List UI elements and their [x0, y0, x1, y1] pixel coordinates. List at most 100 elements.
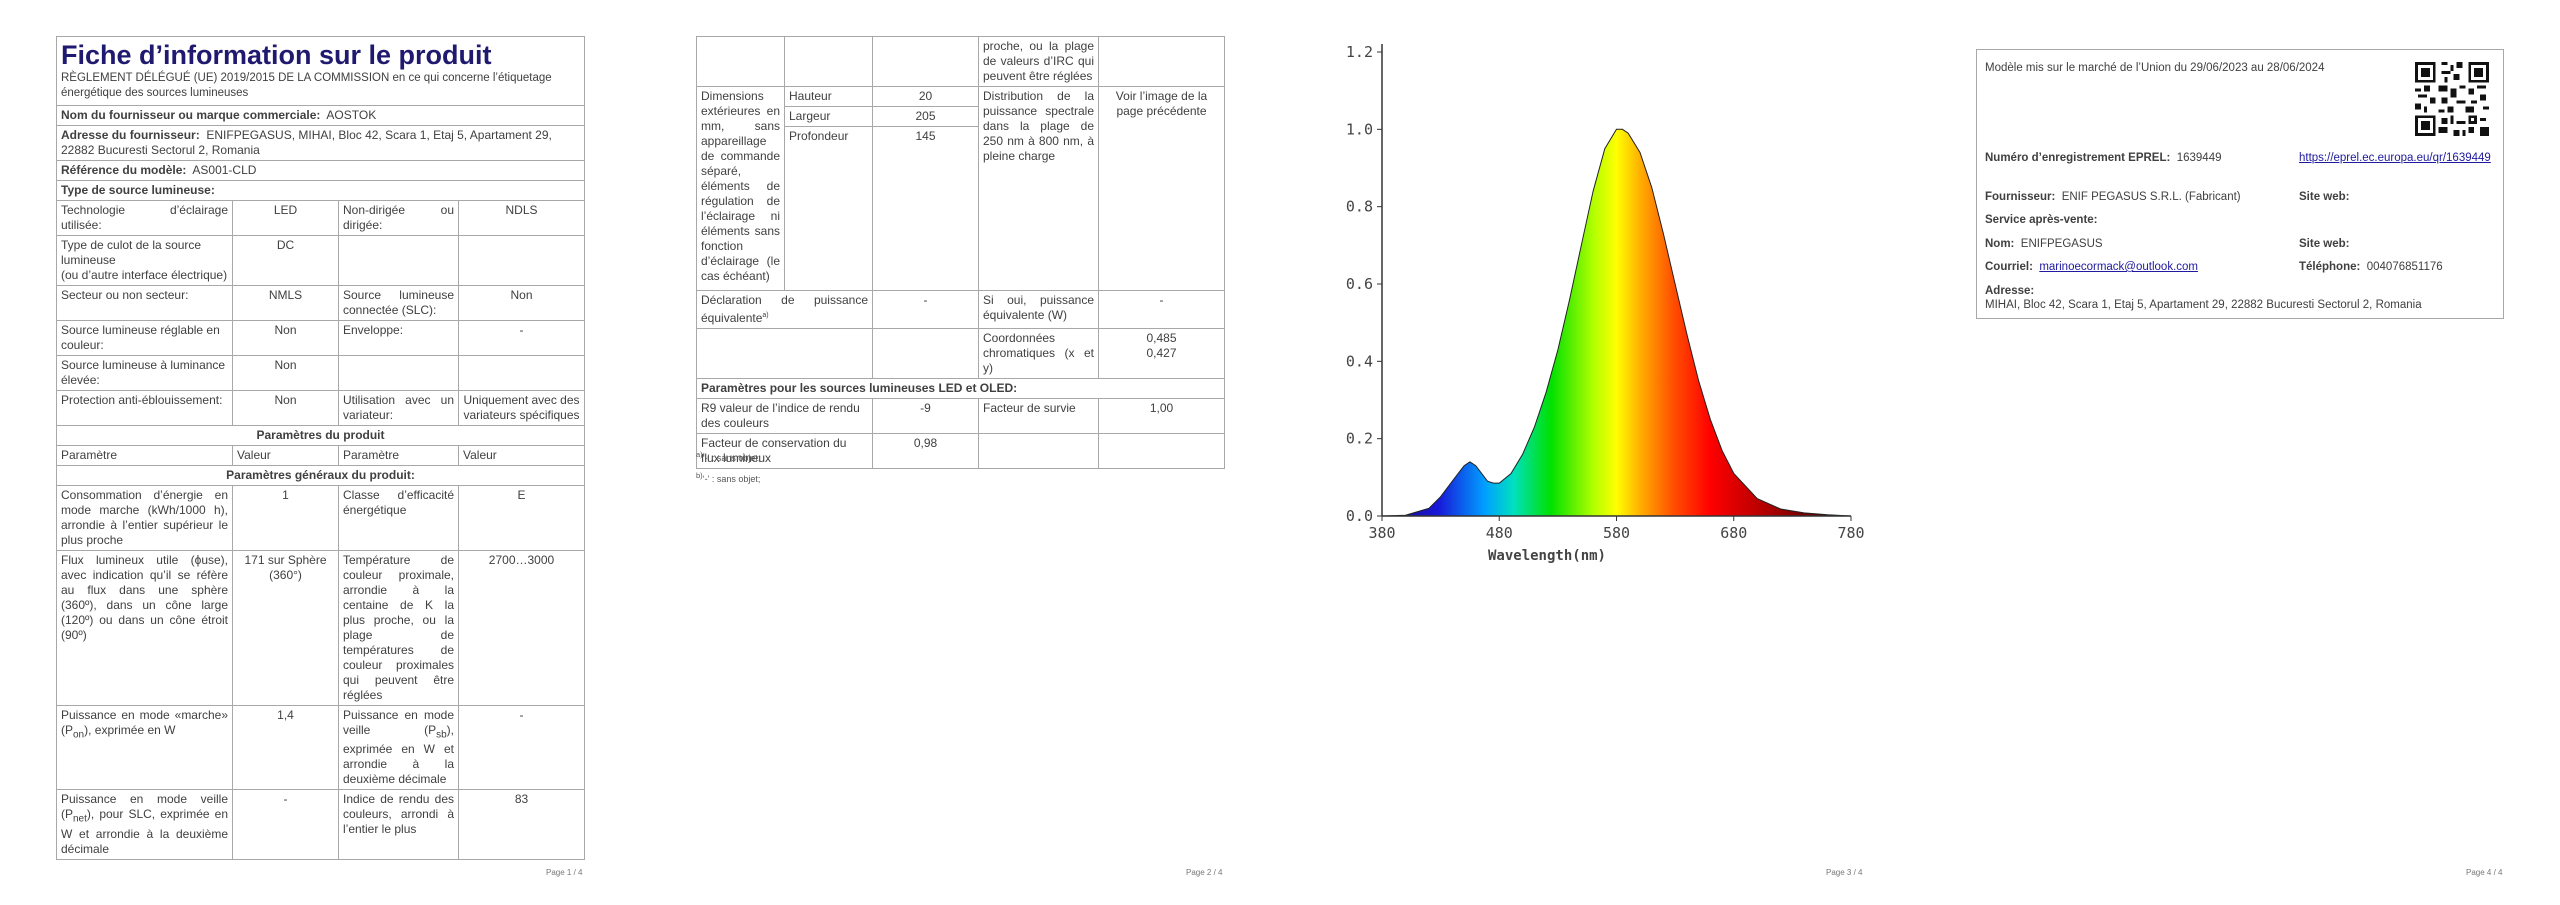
email-link[interactable]: marinoecormack@outlook.com [2039, 261, 2198, 273]
col-header-value-2: Valeur [458, 445, 585, 466]
eprel-number: Numéro d’enregistrement EPREL: 1639449 [1985, 152, 2222, 164]
energy-label: Consommation d’énergie en mode marche (k… [56, 485, 233, 551]
standby-label: Puissance en mode veille (Psb), exprimée… [338, 704, 459, 791]
type-header: Type de source lumineuse: [56, 180, 585, 201]
depth-value: 145 [872, 126, 979, 291]
survival-label: Facteur de survie [978, 398, 1099, 434]
envelope-label: Enveloppe: [338, 320, 459, 356]
class-label: Classe d’efficacité énergétique [338, 485, 459, 551]
cct-label: Température de couleur proximale, arrond… [338, 550, 459, 706]
width-value: 205 [872, 106, 979, 127]
y-tick-label: 1.2 [1346, 43, 1373, 61]
dimensions-label: Dimensions extérieures en mm, sans appar… [696, 86, 785, 291]
market-text: Modèle mis sur le marché de l’Union du 2… [1985, 62, 2325, 74]
equivalent-power-label: Déclaration de puissance équivalentea) [696, 290, 873, 329]
product-info-table: Fiche d’information sur le produit RÈGLE… [56, 36, 585, 860]
on-power-value: 1,4 [232, 704, 339, 791]
equivalent-watt-label: Si oui, puissance équivalente (W) [978, 290, 1099, 329]
x-tick-label: 580 [1603, 524, 1630, 542]
y-tick-label: 0.0 [1346, 507, 1373, 525]
cri-label-continued: proche, ou la plage de valeurs d’IRC qui… [978, 36, 1099, 87]
led-params-header: Paramètres pour les sources lumineuses L… [696, 378, 1225, 399]
chromaticity-value: 0,485 0,427 [1098, 328, 1225, 379]
spectrum-area [1381, 128, 1852, 517]
service-address: MIHAI, Bloc 42, Scara 1, Etaj 5, Apartam… [1985, 299, 2422, 311]
standby-value: - [458, 704, 585, 791]
flux-value: 171 sur Sphère (360°) [232, 550, 339, 706]
r9-value: -9 [872, 398, 979, 434]
on-power-label: Puissance en mode «marche» (Pon), exprim… [56, 704, 233, 791]
slc-value: Non [458, 285, 585, 321]
lumen-maintenance-label: Facteur de conservation du flux lumineux [696, 433, 873, 469]
dimmer-label: Utilisation avec un variateur: [338, 390, 459, 426]
high-luminance-label: Source lumineuse à luminance élevée: [56, 355, 233, 391]
mains-value: NMLS [232, 285, 339, 321]
page-4: Modèle mis sur le marché de l’Union du 2… [1920, 0, 2560, 905]
width-label: Largeur [784, 106, 873, 127]
tunable-label: Source lumineuse réglable en couleur: [56, 320, 233, 356]
supplier-name-row: Nom du fournisseur ou marque commerciale… [56, 105, 585, 126]
qr-code-icon [2415, 62, 2489, 136]
chromaticity-label: Coordonnées chromatiques (x et y) [978, 328, 1099, 379]
dimmer-value: Uniquement avec des variateurs spécifiqu… [458, 390, 585, 426]
service-email: Courriel: marinoecormack@outlook.com [1985, 261, 2198, 273]
energy-value: 1 [232, 485, 339, 551]
net-standby-value: - [232, 789, 339, 860]
net-standby-label: Puissance en mode veille (Pnet), pour SL… [56, 789, 233, 860]
tech-label: Technologie d’éclairage utilisée: [56, 200, 233, 236]
cap-value: DC [232, 235, 339, 286]
footnote-a: a)‘-’ : sans objet; [696, 450, 761, 463]
directional-label: Non-dirigée ou dirigée: [338, 200, 459, 236]
r9-label: R9 valeur de l’indice de rendu des coule… [696, 398, 873, 434]
class-value: E [458, 485, 585, 551]
page-number: Page 2 / 4 [1186, 868, 1223, 877]
footnote-b: b)‘-’ : sans objet; [696, 471, 761, 484]
x-tick-label: 680 [1720, 524, 1747, 542]
spd-label: Distribution de la puissance spectrale d… [978, 86, 1099, 291]
height-value: 20 [872, 86, 979, 107]
page-number: Page 4 / 4 [2466, 868, 2503, 877]
service-website: Site web: [2299, 238, 2350, 250]
cct-value: 2700…3000 [458, 550, 585, 706]
eprel-box: Modèle mis sur le marché de l’Union du 2… [1976, 49, 2504, 319]
page-number: Page 1 / 4 [546, 868, 583, 877]
service-phone: Téléphone: 004076851176 [2299, 261, 2443, 273]
x-tick-label: 380 [1368, 524, 1395, 542]
y-tick-label: 1.0 [1346, 120, 1373, 138]
page-2: proche, ou la plage de valeurs d’IRC qui… [640, 0, 1280, 905]
envelope-value: - [458, 320, 585, 356]
cri-label: Indice de rendu des couleurs, arrondi à … [338, 789, 459, 860]
y-tick-label: 0.6 [1346, 275, 1373, 293]
survival-value: 1,00 [1098, 398, 1225, 434]
supplier: Fournisseur: ENIF PEGASUS S.R.L. (Fabric… [1985, 191, 2241, 203]
page-number: Page 3 / 4 [1826, 868, 1863, 877]
directional-value: NDLS [458, 200, 585, 236]
product-info-table-cont: proche, ou la plage de valeurs d’IRC qui… [696, 36, 1225, 469]
height-label: Hauteur [784, 86, 873, 107]
spectrum-chart: 0.0 0.2 0.4 0.6 0.8 1.0 1.2 380 480 580 680 780 Wav… [1346, 43, 1865, 564]
supplier-address-row: Adresse du fournisseur: ENIFPEGASUS, MIH… [56, 125, 585, 161]
y-tick-label: 0.8 [1346, 198, 1373, 216]
regulation-text: RÈGLEMENT DÉLÉGUÉ (UE) 2019/2015 DE LA C… [61, 72, 552, 99]
cap-label: Type de culot de la source lumineuse (ou … [56, 235, 233, 286]
high-luminance-value: Non [232, 355, 339, 391]
service-name: Nom: ENIFPEGASUS [1985, 238, 2103, 250]
supplier-website: Site web: [2299, 191, 2350, 203]
x-axis-label: Wavelength(nm) [1488, 548, 1606, 564]
footnotes: a)‘-’ : sans objet; b)‘-’ : sans objet; [696, 446, 760, 488]
page-3: 0.0 0.2 0.4 0.6 0.8 1.0 1.2 380 480 580 680 780 Wav… [1280, 0, 1920, 905]
x-tick-label: 780 [1837, 524, 1864, 542]
x-tick-label: 480 [1486, 524, 1513, 542]
general-params-header: Paramètres généraux du produit: [56, 465, 585, 486]
flux-label: Flux lumineux utile (ϕuse), avec indicat… [56, 550, 233, 706]
col-header-value: Valeur [232, 445, 339, 466]
y-tick-label: 0.2 [1346, 430, 1373, 448]
page-title: Fiche d’information sur le produit [61, 40, 492, 70]
depth-label: Profondeur [784, 126, 873, 291]
glare-label: Protection anti-éblouissement: [56, 390, 233, 426]
y-tick-label: 0.4 [1346, 352, 1373, 370]
eprel-link[interactable]: https://eprel.ec.europa.eu/qr/1639449 [2299, 152, 2491, 164]
params-header: Paramètres du produit [56, 425, 585, 446]
spd-value: Voir l’image de la page précédente [1098, 86, 1225, 291]
tunable-value: Non [232, 320, 339, 356]
